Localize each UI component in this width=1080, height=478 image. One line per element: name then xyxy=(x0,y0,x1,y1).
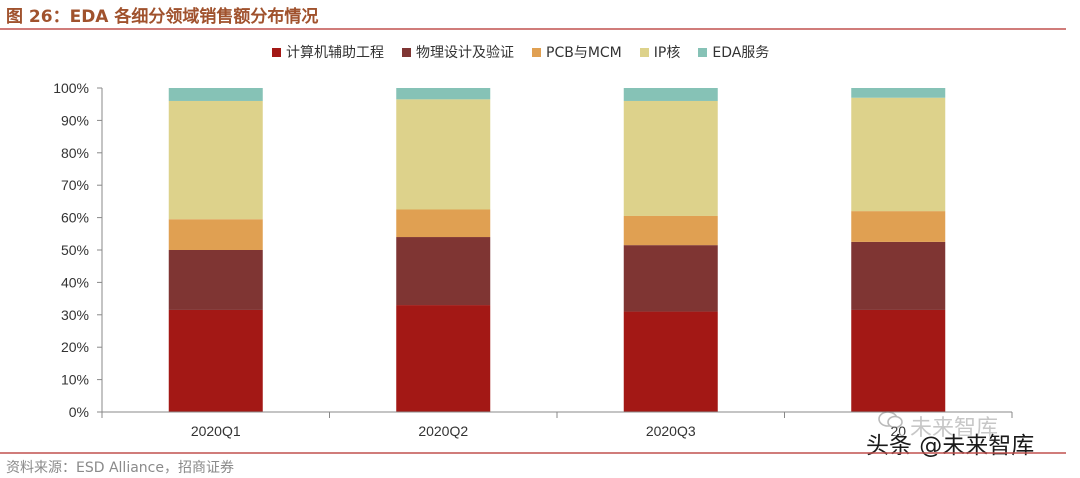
wechat-icon xyxy=(878,411,903,429)
bar-segment-EDA服务-2020Q4 xyxy=(851,88,946,98)
legend-label-pcb-mcm: PCB与MCM xyxy=(546,45,622,61)
y-tick-label: 80% xyxy=(61,145,89,161)
bar-segment-PCB与MCM-2020Q3 xyxy=(623,215,718,246)
legend-swatch-pcb-mcm xyxy=(532,47,541,57)
bar-segment-计算机辅助工程-2020Q1 xyxy=(168,309,263,412)
legend-label-cae: 计算机辅助工程 xyxy=(286,45,384,61)
legend-label-physical-design: 物理设计及验证 xyxy=(416,45,514,61)
y-tick-label: 0% xyxy=(69,404,89,420)
y-tick-label: 30% xyxy=(61,307,89,323)
bar-segment-EDA服务-2020Q3 xyxy=(623,88,718,101)
bar-segment-PCB与MCM-2020Q2 xyxy=(396,209,491,238)
source-note: 资料来源：ESD Alliance，招商证券 xyxy=(6,460,234,476)
bar-segment-物理设计及验证-2020Q3 xyxy=(623,245,718,312)
chart-legend: 计算机辅助工程 物理设计及验证 PCB与MCM IP核 EDA服务 xyxy=(272,42,769,62)
y-tick-label: 10% xyxy=(61,372,89,388)
bar-segment-PCB与MCM-2020Q1 xyxy=(168,219,263,250)
legend-item-physical-design: 物理设计及验证 xyxy=(402,42,514,62)
x-tick-label: 2020Q3 xyxy=(646,423,696,439)
y-tick-label: 90% xyxy=(61,112,89,128)
legend-item-pcb-mcm: PCB与MCM xyxy=(532,42,622,62)
bar-segment-物理设计及验证-2020Q2 xyxy=(396,237,491,306)
x-tick-label: 2020Q1 xyxy=(191,423,241,439)
bar-segment-物理设计及验证-2020Q4 xyxy=(851,241,946,310)
bar-segment-PCB与MCM-2020Q4 xyxy=(851,211,946,242)
title-rule xyxy=(0,28,1066,30)
bar-segment-EDA服务-2020Q2 xyxy=(396,88,491,100)
legend-item-eda-services: EDA服务 xyxy=(698,42,769,62)
figure-title: 图 26：EDA 各细分领域销售额分布情况 xyxy=(6,7,319,27)
y-tick-label: 70% xyxy=(61,177,89,193)
bar-segment-计算机辅助工程-2020Q4 xyxy=(851,309,946,412)
legend-item-cae: 计算机辅助工程 xyxy=(272,42,384,62)
legend-swatch-cae xyxy=(272,47,281,57)
bar-segment-IP核-2020Q1 xyxy=(168,100,263,220)
y-tick-label: 100% xyxy=(53,80,89,96)
legend-swatch-eda-services xyxy=(698,47,708,57)
bar-segment-IP核-2020Q2 xyxy=(396,99,491,210)
legend-label-ip-core: IP核 xyxy=(653,45,681,61)
legend-label-eda-services: EDA服务 xyxy=(712,45,770,61)
legend-swatch-ip-core xyxy=(639,47,649,57)
bar-segment-EDA服务-2020Q1 xyxy=(168,88,263,101)
bar-segment-物理设计及验证-2020Q1 xyxy=(168,250,263,310)
watermark-faint-text: 未来智库 xyxy=(910,416,999,441)
bar-segment-计算机辅助工程-2020Q3 xyxy=(623,311,718,412)
watermark-text: 头条 @未来智库 xyxy=(866,433,1035,459)
legend-swatch-physical-design xyxy=(402,47,411,57)
bar-segment-IP核-2020Q3 xyxy=(623,100,718,216)
y-tick-label: 20% xyxy=(61,339,89,355)
source-rule xyxy=(0,452,1066,454)
y-tick-label: 50% xyxy=(61,242,89,258)
bar-segment-计算机辅助工程-2020Q2 xyxy=(396,305,491,412)
y-tick-label: 40% xyxy=(61,274,89,290)
x-tick-label: 2020Q2 xyxy=(418,423,468,439)
y-tick-label: 60% xyxy=(61,210,89,226)
bar-segment-IP核-2020Q4 xyxy=(851,97,946,212)
legend-item-ip-core: IP核 xyxy=(639,42,681,62)
